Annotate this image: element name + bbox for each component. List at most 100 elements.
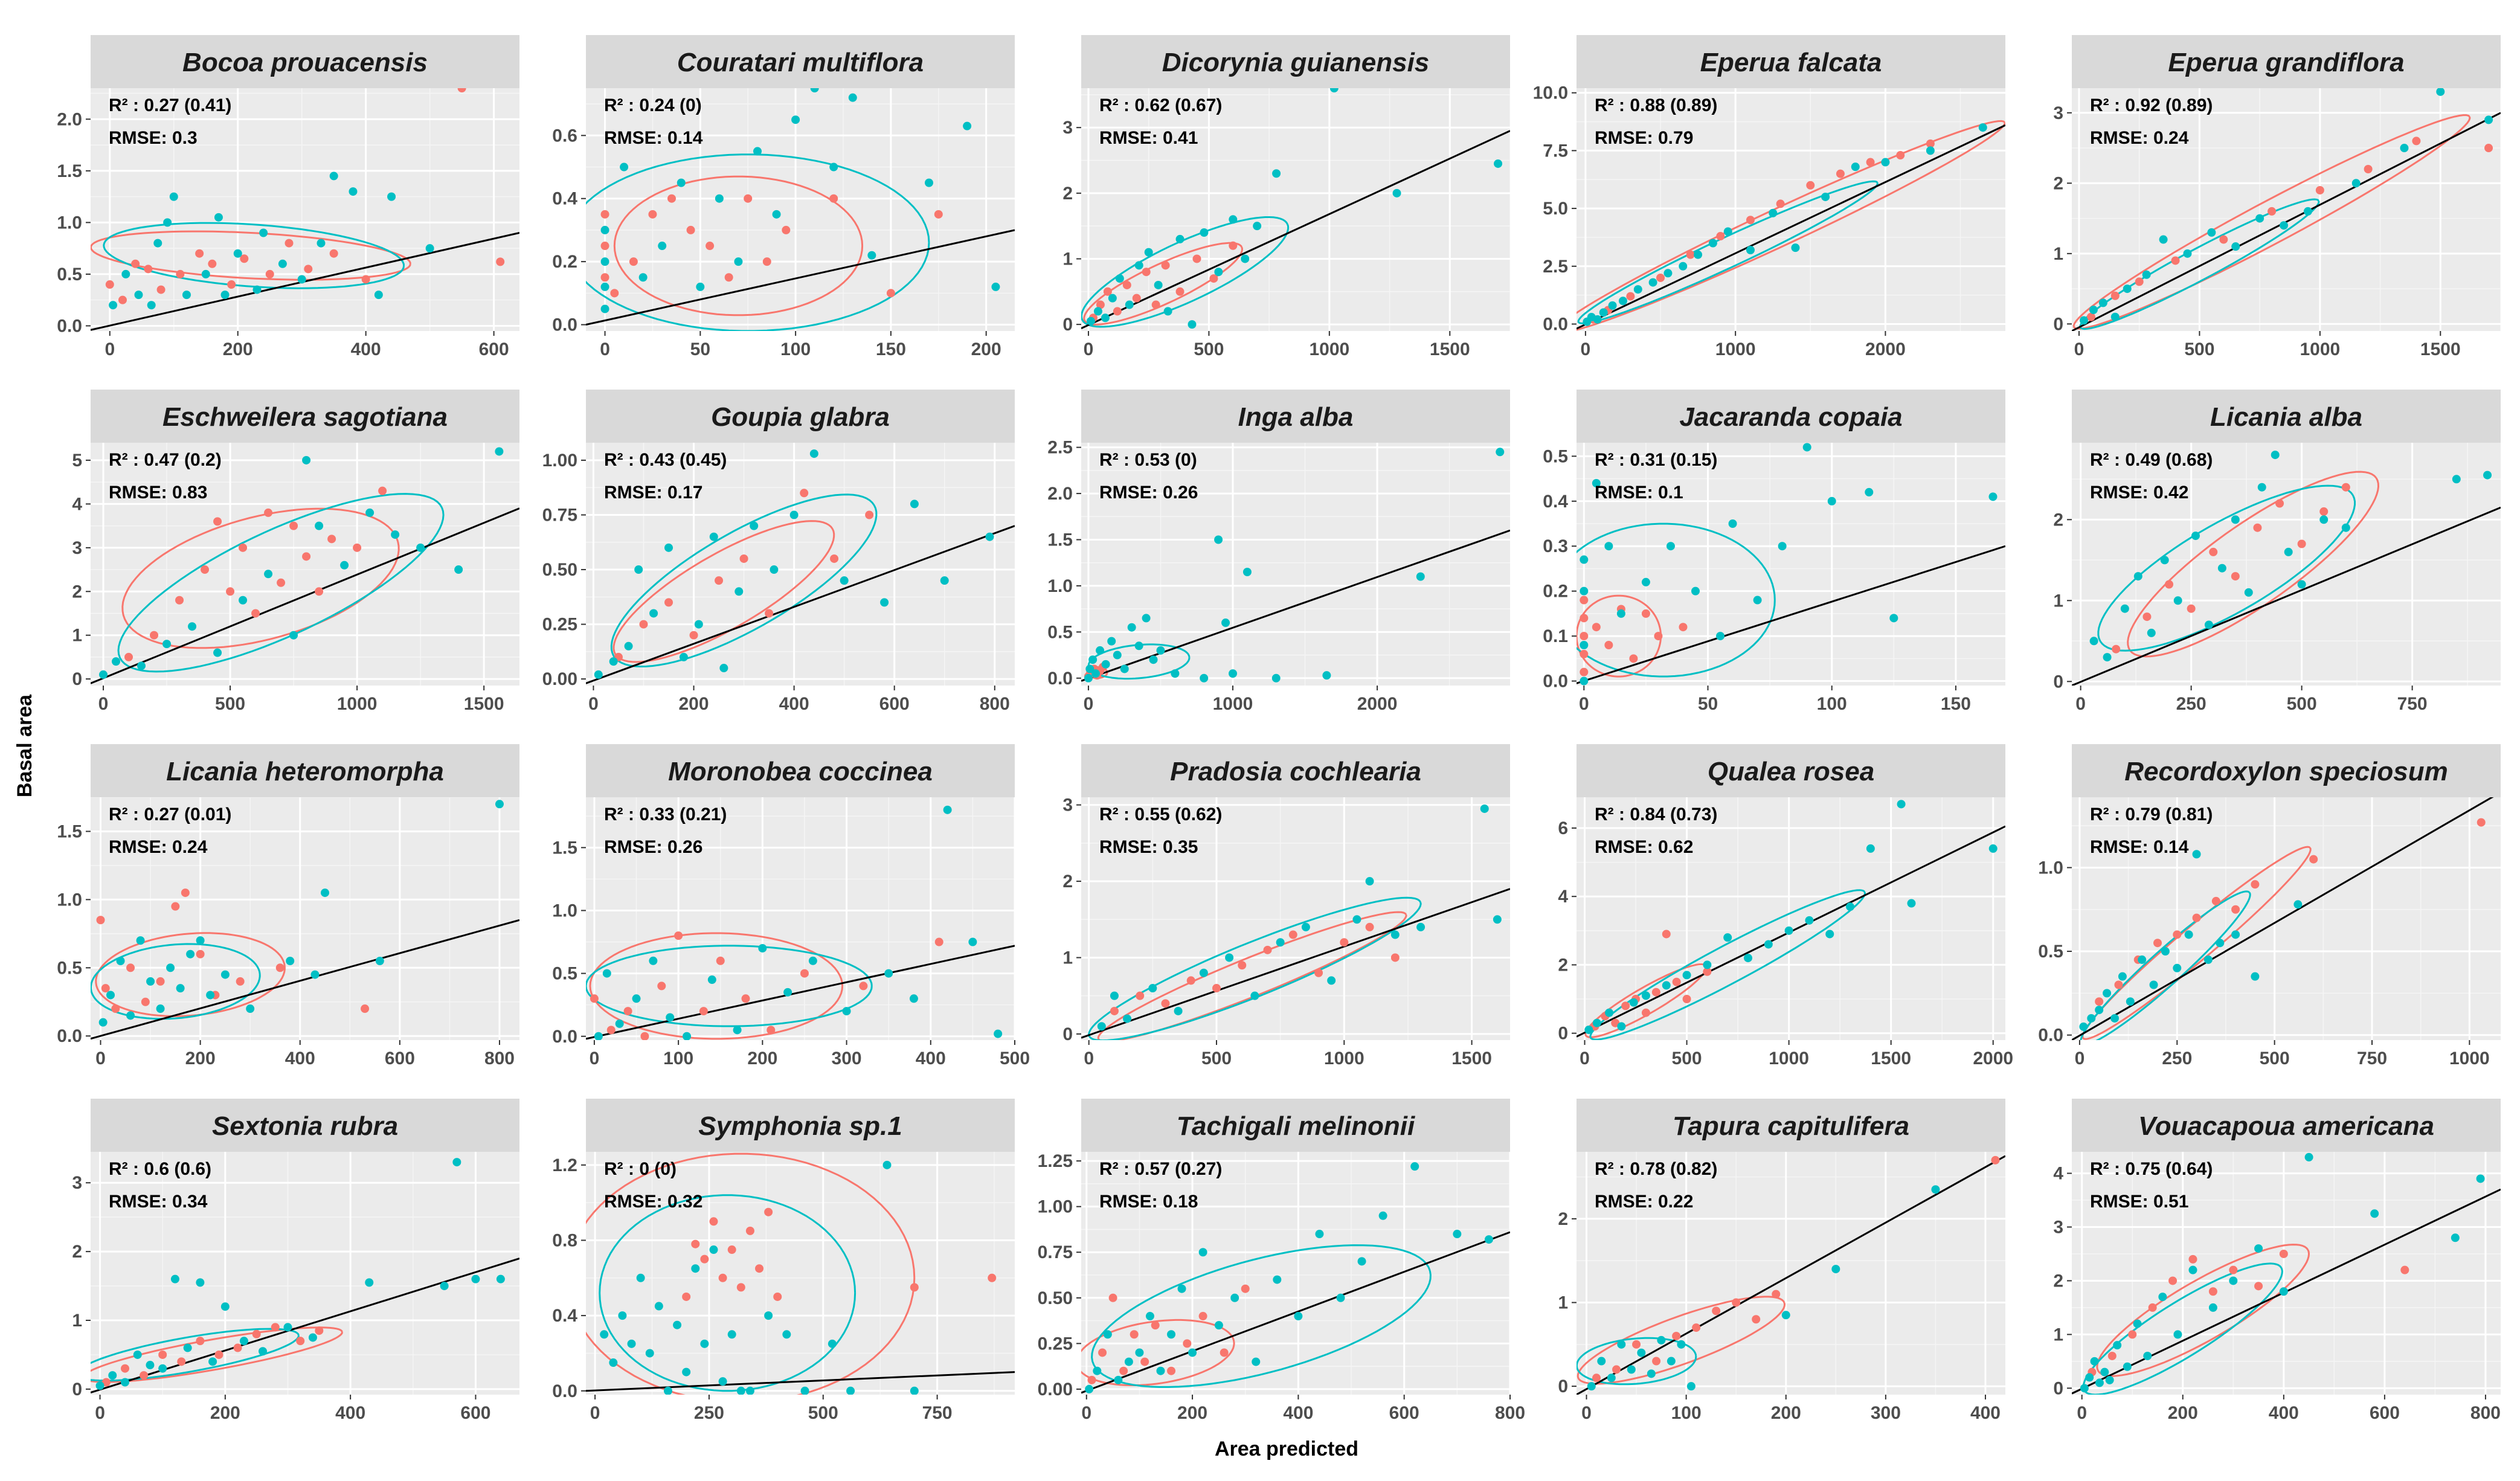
r2-annotation: R² : 0.53 (0) [1099, 450, 1197, 470]
data-point-teal [828, 1339, 837, 1348]
data-point-teal [170, 1274, 179, 1283]
panel-background [1577, 797, 2005, 1040]
data-point-teal [2303, 207, 2312, 216]
data-point-teal [1607, 1373, 1616, 1383]
x-tick-label: 2000 [1973, 1049, 2013, 1068]
data-point-teal [259, 1347, 268, 1356]
y-tick-label: 1.5 [57, 161, 82, 181]
data-point-red [156, 977, 165, 986]
rmse-annotation: RMSE: 0.3 [109, 128, 198, 148]
data-point-teal [1825, 930, 1834, 939]
data-point-red [682, 1292, 691, 1301]
facet-title: Licania heteromorpha [166, 757, 444, 786]
data-point-teal [2204, 620, 2213, 629]
data-point-red [1672, 977, 1681, 986]
data-point-teal [1093, 1366, 1102, 1375]
data-point-teal [1682, 971, 1691, 980]
x-axis-title: Area predicted [1215, 1438, 1358, 1460]
data-point-teal [1091, 669, 1100, 678]
r2-annotation: R² : 0.33 (0.21) [604, 805, 727, 824]
x-tick-label: 600 [1389, 1403, 1419, 1423]
data-point-teal [1229, 215, 1238, 224]
data-point-teal [2351, 179, 2361, 188]
data-point-teal [1831, 1265, 1840, 1274]
data-point-teal [829, 162, 838, 172]
x-tick-label: 150 [876, 339, 906, 359]
data-point-red [177, 1357, 186, 1366]
data-point-red [361, 275, 370, 284]
data-point-teal [1171, 669, 1180, 678]
data-point-red [158, 1350, 167, 1359]
data-point-teal [2451, 1233, 2460, 1242]
data-point-red [1119, 1366, 1128, 1375]
facet-strip [586, 1099, 1015, 1152]
data-point-teal [126, 1011, 135, 1020]
data-point-red [2315, 185, 2324, 194]
data-point-teal [1728, 519, 1737, 528]
data-point-red [195, 249, 204, 258]
data-point-teal [1149, 655, 1158, 664]
data-point-teal [2304, 1152, 2313, 1161]
plot-area [2072, 797, 2494, 1040]
data-point-teal [425, 244, 434, 253]
regression-line [2072, 112, 2501, 331]
regression-line [1577, 1155, 2005, 1395]
data-point-teal [375, 957, 384, 966]
data-point-teal [186, 949, 195, 959]
data-point-teal [1108, 294, 1117, 303]
data-point-teal [694, 620, 703, 629]
data-point-teal [495, 800, 504, 809]
data-point-red [648, 210, 657, 219]
r2-annotation: R² : 0.49 (0.68) [2090, 450, 2213, 470]
data-point-red [2253, 523, 2262, 532]
data-point-teal [1889, 614, 1898, 623]
data-point-teal [782, 1330, 791, 1339]
data-point-teal [808, 956, 817, 965]
data-point-teal [2103, 989, 2112, 998]
rmse-annotation: RMSE: 0.35 [1099, 837, 1198, 857]
panel-background [91, 797, 519, 1040]
facet-title: Jacaranda copaia [1679, 402, 1902, 432]
data-point-teal [2095, 1006, 2104, 1015]
y-tick-label: 0.0 [57, 316, 82, 336]
data-point-teal [188, 622, 197, 631]
data-point-red [1679, 623, 1688, 632]
data-point-teal [645, 1349, 654, 1358]
y-tick-label: 2 [1558, 955, 1568, 975]
y-tick-label: 0.50 [542, 560, 577, 580]
data-point-teal [2147, 628, 2156, 637]
x-tick-label: 1000 [1769, 1049, 1809, 1068]
facet-strip [91, 35, 519, 88]
data-point-teal [718, 1377, 727, 1386]
data-point-teal [1101, 660, 1110, 669]
rmse-annotation: RMSE: 0.17 [604, 483, 702, 503]
data-point-teal [1124, 1357, 1133, 1366]
data-point-red [1692, 1323, 1701, 1332]
facet-panel: Couratari multiflora 0 50 100 150 200 0.0 0.2 0.… [552, 35, 1015, 359]
data-point-teal [1123, 1014, 1132, 1023]
data-point-red [289, 521, 298, 530]
data-point-teal [1134, 641, 1143, 651]
data-point-teal [1177, 1284, 1186, 1293]
data-point-red [606, 1026, 616, 1035]
data-point-teal [594, 670, 603, 679]
x-tick-label: 1000 [1213, 694, 1253, 714]
x-tick-label: 600 [385, 1049, 415, 1068]
data-point-teal [1103, 1330, 1112, 1339]
data-point-teal [594, 1032, 603, 1040]
data-point-red [214, 1350, 223, 1359]
data-point-teal [2126, 997, 2135, 1006]
regression-line [586, 945, 1015, 1040]
confidence-ellipse-teal [91, 1328, 300, 1382]
data-point-teal [1135, 1348, 1144, 1357]
data-point-red [1686, 250, 1695, 259]
data-point-red [590, 994, 599, 1003]
y-tick-label: 1.0 [57, 213, 82, 233]
data-point-teal [1907, 899, 1916, 908]
data-point-red [1580, 614, 1589, 623]
y-tick-label: 2 [72, 582, 82, 602]
data-point-red [2477, 818, 2486, 827]
data-point-teal [1881, 158, 1890, 167]
data-point-teal [1188, 1348, 1197, 1357]
data-point-red [657, 981, 666, 991]
